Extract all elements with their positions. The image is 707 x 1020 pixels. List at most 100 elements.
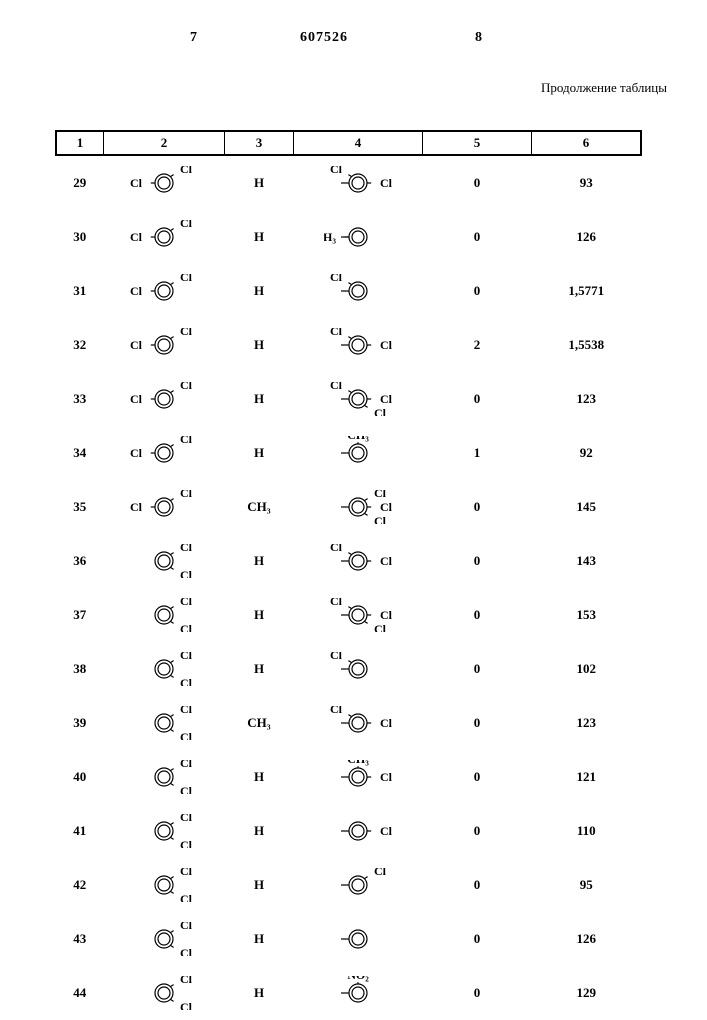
svg-text:Cl: Cl [374,868,387,878]
svg-text:Cl: Cl [180,598,193,608]
svg-text:Cl: Cl [180,976,193,986]
cell-structure-r2: Cl Cl [104,642,225,696]
cell-r5: 0 [423,966,532,1020]
col-header-1: 1 [56,131,104,155]
cell-index: 33 [56,372,104,426]
svg-text:Cl: Cl [330,382,343,392]
cell-r3: H [225,804,294,858]
table-row: 39ClClCH₃ClCl0123 [56,696,641,750]
cell-structure-r4: Cl [294,804,423,858]
cell-r5: 0 [423,264,532,318]
svg-text:Cl: Cl [180,1000,193,1010]
cell-r6: 129 [532,966,642,1020]
svg-text:Cl: Cl [180,382,193,392]
cell-r5: 0 [423,588,532,642]
table-row: 36ClClHClCl0143 [56,534,641,588]
cell-index: 30 [56,210,104,264]
svg-text:Cl: Cl [180,652,193,662]
svg-text:Cl: Cl [180,676,193,686]
svg-text:Cl: Cl [130,284,143,298]
svg-text:Cl: Cl [180,274,193,284]
cell-r5: 0 [423,696,532,750]
cell-structure-r2: ClCl [104,696,225,750]
table-row: 31ClClHCl01,5771 [56,264,641,318]
svg-text:Cl: Cl [180,166,193,176]
cell-structure-r4 [294,912,423,966]
svg-text:Cl: Cl [130,338,143,352]
cell-r6: 123 [532,372,642,426]
page-number-right: 8 [475,30,482,46]
cell-r6: 143 [532,534,642,588]
svg-text:Cl: Cl [180,544,193,554]
cell-index: 39 [56,696,104,750]
cell-structure-r4: NO₂ [294,966,423,1020]
cell-r6: 123 [532,696,642,750]
cell-structure-r2: Cl Cl [104,210,225,264]
cell-r3: CH₃ [225,696,294,750]
cell-r6: 126 [532,912,642,966]
cell-r5: 1 [423,426,532,480]
svg-text:Cl: Cl [380,716,392,730]
col-header-2: 2 [104,131,225,155]
svg-text:NO₂: NO₂ [347,976,369,982]
cell-r3: H [225,750,294,804]
cell-structure-r4: CH₃ [294,210,423,264]
svg-text:Cl: Cl [380,770,392,784]
svg-text:Cl: Cl [380,176,392,190]
cell-structure-r2: ClCl [104,318,225,372]
svg-text:Cl: Cl [380,338,392,352]
svg-text:Cl: Cl [130,176,143,190]
table-row: 37ClClHClClCl0153 [56,588,641,642]
cell-r5: 2 [423,318,532,372]
cell-structure-r2: ClCl [104,912,225,966]
svg-text:Cl: Cl [374,490,387,500]
cell-index: 31 [56,264,104,318]
cell-r5: 0 [423,642,532,696]
cell-structure-r2: ClCl [104,804,225,858]
cell-structure-r4: ClCl [294,696,423,750]
svg-text:Cl: Cl [380,824,392,838]
table-row: 38ClClHCl0102 [56,642,641,696]
cell-index: 32 [56,318,104,372]
svg-text:CH₃: CH₃ [347,436,369,442]
cell-structure-r2: ClCl [104,372,225,426]
cell-index: 36 [56,534,104,588]
cell-r5: 0 [423,372,532,426]
cell-index: 44 [56,966,104,1020]
table-row: 41ClClHCl0110 [56,804,641,858]
svg-text:Cl: Cl [130,446,143,460]
table-row: 40ClClHCH₃Cl0121 [56,750,641,804]
cell-structure-r4: ClClCl [294,480,423,534]
table-row: 33ClClHClClCl0123 [56,372,641,426]
cell-r6: 1,5538 [532,318,642,372]
continuation-label: Продолжение таблицы [541,80,667,96]
svg-text:Cl: Cl [180,220,193,230]
table-row: 29ClClHClCl093 [56,155,641,210]
svg-text:Cl: Cl [330,328,343,338]
svg-text:Cl: Cl [330,598,343,608]
table-body: 29ClClHClCl09330ClClHCH₃012631ClClHCl01,… [56,155,641,1020]
cell-r6: 1,5771 [532,264,642,318]
cell-r6: 126 [532,210,642,264]
cell-structure-r2: Cl Cl [104,264,225,318]
cell-index: 41 [56,804,104,858]
cell-index: 40 [56,750,104,804]
cell-structure-r4: CH₃ [294,426,423,480]
cell-r3: H [225,534,294,588]
cell-r3: CH₃ [225,480,294,534]
cell-index: 34 [56,426,104,480]
svg-text:Cl: Cl [130,500,143,514]
table-row: 42ClClHCl095 [56,858,641,912]
cell-r5: 0 [423,480,532,534]
svg-text:Cl: Cl [180,568,193,578]
svg-text:Cl: Cl [180,838,193,848]
cell-r6: 145 [532,480,642,534]
svg-text:Cl: Cl [180,892,193,902]
svg-text:Cl: Cl [130,230,143,244]
svg-text:Cl: Cl [180,706,193,716]
page-header: 7 607526 8 [0,30,707,70]
cell-r6: 110 [532,804,642,858]
svg-text:Cl: Cl [180,868,193,878]
svg-text:CH₃: CH₃ [347,760,369,766]
cell-r3: H [225,318,294,372]
